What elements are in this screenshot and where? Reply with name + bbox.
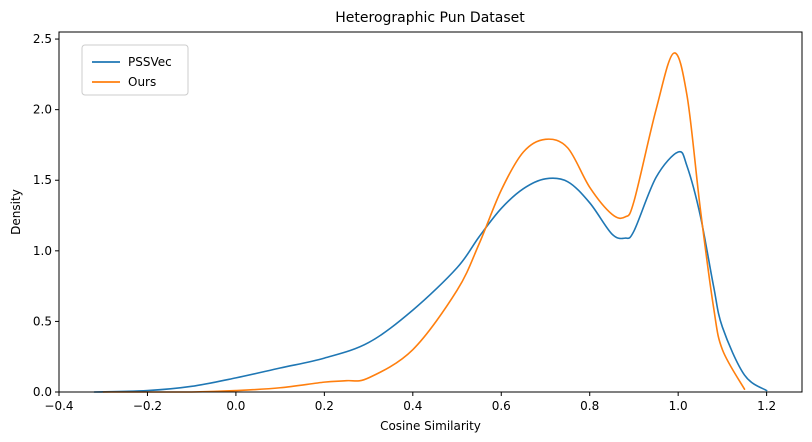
legend: PSSVec Ours [81, 44, 189, 96]
x-tick-label: 0.0 [226, 399, 245, 413]
chart-title: Heterographic Pun Dataset [335, 10, 525, 26]
x-tick-label: 1.0 [669, 399, 688, 413]
y-axis-label: Density [9, 189, 23, 235]
legend-label: PSSVec [128, 55, 172, 69]
x-tick-label: 0.8 [580, 399, 599, 413]
plot-area [93, 52, 768, 393]
x-tick-label: 0.4 [403, 399, 422, 413]
y-tick-label: 0.5 [33, 314, 52, 328]
y-tick-label: 1.0 [33, 244, 52, 258]
x-axis-label: Cosine Similarity [380, 419, 481, 433]
y-axis: 0.0 0.5 1.0 1.5 2.0 2.5 [33, 32, 59, 399]
plot-frame [58, 31, 803, 393]
series-line-pssvec [93, 150, 768, 393]
x-tick-label: −0.4 [44, 399, 73, 413]
y-tick-label: 1.5 [33, 173, 52, 187]
x-tick-label: 1.2 [757, 399, 776, 413]
x-tick-label: 0.6 [492, 399, 511, 413]
y-tick-label: 2.5 [33, 32, 52, 46]
x-tick-label: −0.2 [133, 399, 162, 413]
legend-label: Ours [128, 75, 156, 89]
series-line-ours [102, 52, 746, 393]
x-tick-label: 0.2 [315, 399, 334, 413]
y-tick-label: 0.0 [33, 385, 52, 399]
y-tick-label: 2.0 [33, 103, 52, 117]
x-axis: −0.4 −0.2 0.0 0.2 0.4 0.6 0.8 1.0 1.2 [44, 392, 776, 413]
